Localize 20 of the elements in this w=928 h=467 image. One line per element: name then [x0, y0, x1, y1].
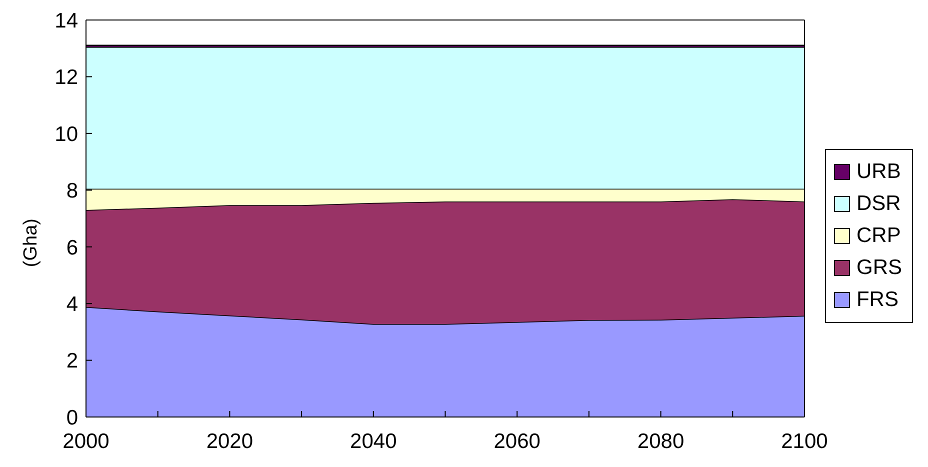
y-tick-label: 0: [66, 406, 78, 430]
x-tick-label: 2060: [494, 430, 540, 453]
legend-label: URB: [855, 158, 902, 184]
x-tick-label: 2000: [62, 430, 110, 453]
y-tick-label: 4: [66, 293, 78, 316]
y-tick-label: 2: [66, 350, 78, 373]
x-tick-label: 2040: [350, 430, 397, 453]
y-tick-label: 10: [54, 122, 78, 146]
y-tick-label: 12: [54, 66, 78, 90]
x-tick-label: 2080: [637, 430, 684, 453]
legend-label: DSR: [855, 190, 902, 216]
y-axis-title: (Gha): [20, 218, 42, 268]
x-tick-label: 2020: [206, 430, 254, 453]
y-tick-label: 14: [54, 9, 78, 32]
legend-label: CRP: [855, 222, 902, 248]
legend-label: FRS: [855, 286, 900, 312]
x-tick-label: 2100: [781, 430, 828, 453]
y-tick-label: 8: [66, 180, 78, 203]
y-tick-label: 6: [66, 236, 78, 260]
legend-label: GRS: [855, 254, 902, 280]
